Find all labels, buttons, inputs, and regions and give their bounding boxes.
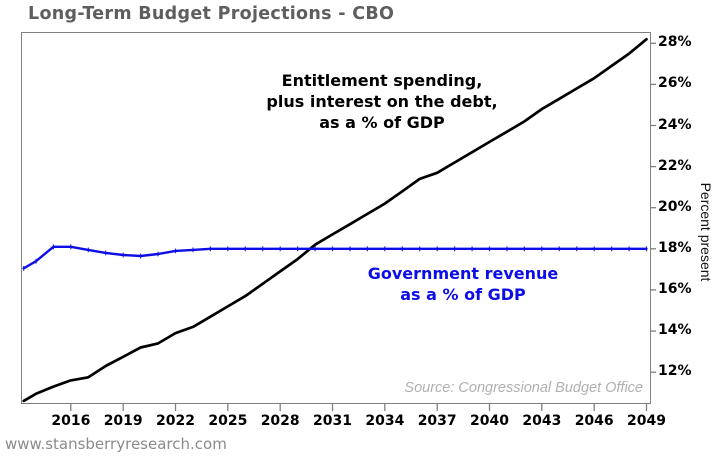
entitlement-line [22, 37, 648, 403]
x-tick-label: 2016 [51, 413, 91, 429]
x-tick-label: 2022 [156, 413, 195, 429]
x-tick-label: 2019 [103, 413, 143, 429]
revenue-line [22, 245, 648, 270]
y-tick-label: 14% [658, 322, 692, 339]
source-note: Source: Congressional Budget Office [404, 380, 643, 396]
y-tick-label: 22% [658, 157, 692, 174]
y-tick-label: 24% [658, 116, 692, 133]
annotation-line: Entitlement spending, [281, 71, 483, 90]
annotation-government-revenue: Government revenue as a % of GDP [348, 263, 578, 305]
annotation-entitlement-spending: Entitlement spending, plus interest on t… [232, 70, 532, 133]
y-axis-title: Percent present [698, 182, 714, 282]
x-tick-label: 2040 [470, 413, 509, 429]
x-tick-label: 2031 [313, 413, 352, 429]
plot-lines-svg [22, 37, 656, 411]
y-tick-label: 18% [658, 239, 692, 256]
chart-title: Long-Term Budget Projections - CBO [28, 4, 395, 24]
x-tick-label: 2043 [522, 413, 562, 429]
x-tick-label: 2034 [365, 413, 405, 429]
annotation-line: as a % of GDP [400, 285, 526, 304]
y-tick-label: 16% [658, 280, 692, 297]
annotation-line: Government revenue [367, 264, 559, 283]
x-tick-label: 2049 [627, 413, 666, 429]
y-tick-label: 12% [658, 363, 692, 380]
y-tick-label: 28% [658, 34, 692, 51]
watermark-url: www.stansberryresearch.com [5, 435, 227, 453]
plot-area-border [20, 31, 651, 404]
y-tick-label: 26% [658, 75, 692, 92]
annotation-line: plus interest on the debt, [266, 92, 498, 111]
y-tick-label: 20% [658, 198, 692, 215]
annotation-line: as a % of GDP [319, 113, 445, 132]
x-tick-label: 2046 [574, 413, 614, 429]
x-tick-label: 2028 [260, 413, 300, 429]
x-tick-label: 2025 [208, 413, 248, 429]
x-tick-label: 2037 [417, 413, 457, 429]
